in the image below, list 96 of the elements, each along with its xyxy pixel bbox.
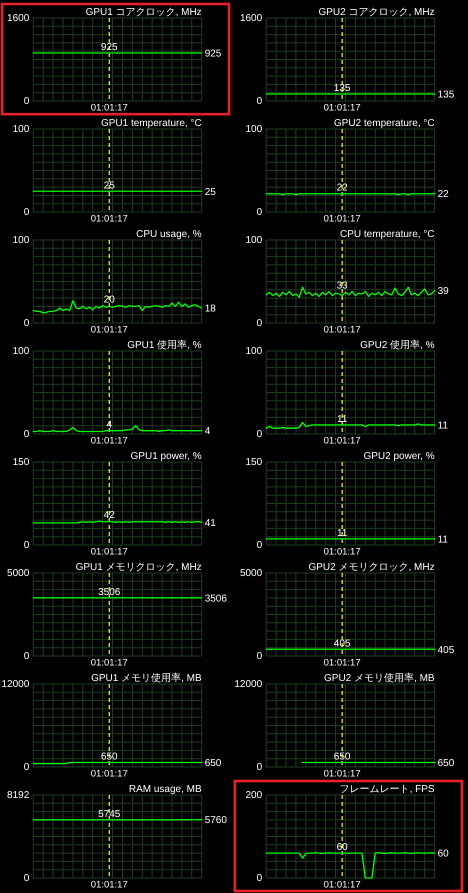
- x-tick-label: 01:01:17: [90, 546, 128, 558]
- x-tick-label: 01:01:17: [324, 768, 361, 780]
- x-tick-label: 01:01:17: [90, 435, 128, 446]
- data-label: 135: [438, 89, 455, 100]
- chart-title: GPU2 使用率, %: [360, 339, 435, 351]
- data-label: 11: [336, 528, 348, 539]
- x-tick-label: 01:01:17: [324, 879, 361, 890]
- chart-title: GPU1 コアクロック, MHz: [86, 7, 202, 18]
- y-tick-label: 0: [256, 96, 263, 107]
- data-label: 25: [204, 186, 216, 198]
- chart-title: CPU temperature, °C: [340, 229, 435, 240]
- y-tick-label: 0: [256, 429, 263, 440]
- x-tick-label: 01:01:17: [324, 102, 361, 114]
- y-tick-label: 200: [246, 790, 263, 801]
- data-label: 11: [336, 414, 348, 425]
- x-tick-label: 01:01:17: [90, 213, 128, 224]
- data-label: 3506: [204, 593, 228, 604]
- y-tick-label: 0: [24, 318, 30, 329]
- x-tick-label: 01:01:17: [90, 102, 128, 114]
- y-tick-label: 0: [24, 873, 30, 884]
- x-tick-label: 01:01:17: [90, 324, 128, 336]
- chart-title: GPU2 コアクロック, MHz: [318, 7, 435, 18]
- chart-title: GPU2 temperature, °C: [334, 118, 435, 129]
- y-tick-label: 150: [12, 457, 30, 468]
- data-label: 4: [204, 426, 211, 438]
- data-label: 22: [438, 189, 450, 200]
- data-label: 650: [438, 758, 455, 770]
- data-label: 925: [204, 48, 222, 60]
- chart-title: フレームレート, FPS: [340, 784, 435, 795]
- chart-title: RAM usage, MB: [128, 784, 202, 795]
- y-tick-label: 0: [24, 651, 30, 662]
- chart-title: GPU1 メモリ使用率, MB: [91, 672, 202, 684]
- y-tick-label: 0: [256, 207, 263, 218]
- y-tick-label: 100: [246, 235, 263, 246]
- data-label: 39: [438, 286, 450, 298]
- y-tick-label: 1600: [7, 13, 30, 24]
- x-tick-label: 01:01:17: [324, 435, 361, 446]
- y-tick-label: 5000: [240, 568, 263, 579]
- y-tick-label: 0: [256, 540, 263, 551]
- x-tick-label: 01:01:17: [324, 546, 361, 558]
- y-tick-label: 1600: [240, 13, 263, 24]
- chart-title: GPU2 メモリクロック, MHz: [308, 562, 435, 573]
- chart-title: CPU usage, %: [136, 229, 202, 240]
- data-label: 25: [104, 180, 116, 192]
- chart-title: GPU1 power, %: [130, 451, 202, 462]
- chart-title: GPU2 power, %: [363, 451, 435, 462]
- data-label: 18: [204, 304, 216, 315]
- x-tick-label: 01:01:17: [324, 213, 361, 224]
- data-label: 4: [106, 420, 112, 431]
- y-tick-label: 0: [24, 207, 30, 218]
- data-label: 650: [334, 752, 351, 763]
- y-tick-label: 100: [246, 124, 263, 135]
- data-label: 22: [336, 182, 348, 194]
- data-label: 135: [334, 82, 351, 94]
- y-tick-label: 100: [12, 235, 30, 246]
- data-label: 11: [438, 420, 448, 432]
- data-label: 33: [336, 280, 348, 292]
- y-tick-label: 100: [12, 124, 30, 135]
- x-tick-label: 01:01:17: [90, 657, 128, 668]
- y-tick-label: 0: [256, 318, 263, 329]
- y-tick-label: 100: [12, 346, 30, 357]
- data-label: 405: [438, 644, 455, 656]
- x-tick-label: 01:01:17: [324, 657, 361, 668]
- y-tick-label: 0: [256, 762, 263, 773]
- data-label: 42: [104, 510, 116, 522]
- y-tick-label: 100: [246, 346, 263, 357]
- chart-title: GPU2 メモリ使用率, MB: [324, 672, 435, 684]
- data-label: 3506: [98, 586, 121, 598]
- y-tick-label: 0: [256, 873, 263, 884]
- data-label: 5760: [204, 815, 228, 826]
- y-tick-label: 0: [24, 762, 30, 773]
- y-tick-label: 0: [24, 429, 30, 440]
- chart-title: GPU1 使用率, %: [127, 339, 202, 351]
- y-tick-label: 12000: [1, 679, 30, 690]
- data-label: 60: [336, 842, 348, 854]
- chart-title: GPU1 temperature, °C: [100, 118, 202, 129]
- x-tick-label: 01:01:17: [90, 879, 128, 890]
- y-tick-label: 8192: [7, 790, 30, 801]
- x-tick-label: 01:01:17: [324, 324, 361, 336]
- data-label: 650: [204, 758, 222, 770]
- y-tick-label: 5000: [7, 568, 30, 579]
- y-tick-label: 0: [24, 540, 30, 551]
- data-label: 650: [100, 752, 118, 763]
- data-label: 405: [334, 638, 351, 650]
- y-tick-label: 0: [24, 96, 30, 107]
- data-label: 41: [204, 518, 216, 529]
- data-label: 11: [438, 534, 448, 546]
- data-label: 5745: [98, 808, 121, 820]
- data-label: 925: [100, 42, 118, 54]
- x-tick-label: 01:01:17: [90, 768, 128, 780]
- y-tick-label: 12000: [234, 679, 263, 690]
- chart-title: GPU1 メモリクロック, MHz: [76, 562, 202, 573]
- data-label: 60: [438, 848, 450, 860]
- y-tick-label: 0: [256, 651, 263, 662]
- data-label: 20: [104, 294, 116, 306]
- y-tick-label: 150: [246, 457, 263, 468]
